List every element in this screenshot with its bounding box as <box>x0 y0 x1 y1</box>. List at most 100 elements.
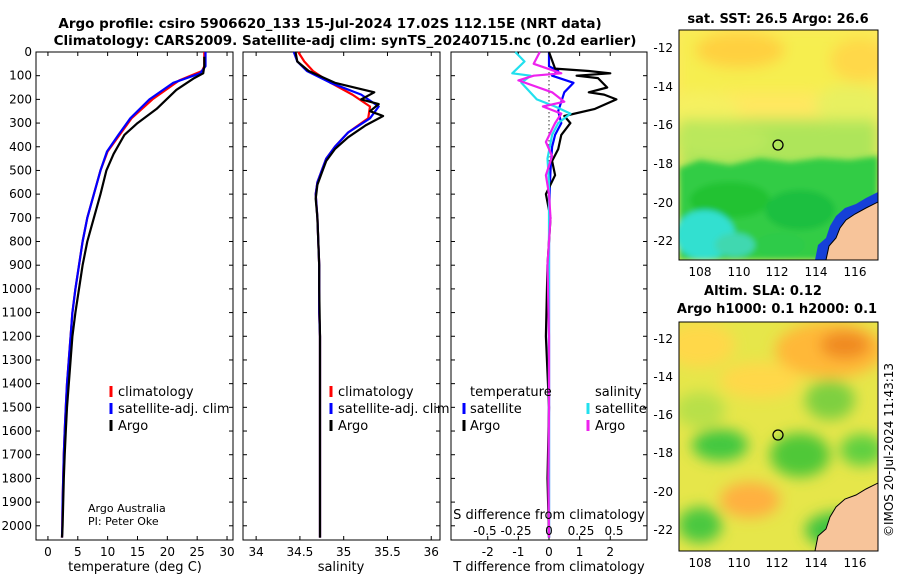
temperature-legend: climatology satellite-adj. clim Argo <box>109 385 230 434</box>
tick-label: -18 <box>653 157 673 171</box>
temperature-x-ticks: 0 5 10 15 20 25 30 <box>36 51 235 559</box>
tick-label: -16 <box>653 408 673 422</box>
y-tick-label: 800 <box>9 235 32 249</box>
tick-label: 112 <box>766 265 789 279</box>
sst-map-field <box>679 30 878 260</box>
legend-label-climatology: climatology <box>338 385 414 400</box>
tick-label: 114 <box>805 556 828 570</box>
tick-label: -14 <box>653 370 673 384</box>
y-tick-label: 0 <box>24 45 32 59</box>
legend-label-argo: Argo <box>118 419 148 434</box>
tick-label: 110 <box>728 556 751 570</box>
x-tick-label: 15 <box>130 545 145 559</box>
sst-map-xticks: 108 110 112 114 116 <box>689 265 867 279</box>
sla-map-title-2: Argo h1000: 0.1 h2000: 0.1 <box>677 302 877 317</box>
legend-label-satellite: satellite-adj. clim <box>118 402 230 417</box>
y-tick-label: 1400 <box>1 377 32 391</box>
salinity-axes-frame <box>242 51 441 541</box>
y-tick-label: 100 <box>9 69 32 83</box>
salinity-series <box>292 51 385 538</box>
x-tick-label: 2 <box>606 545 614 559</box>
y-tick-label: 1300 <box>1 353 32 367</box>
y-tick-label: 1100 <box>1 306 32 320</box>
series-line-s-argo <box>517 51 566 538</box>
y-tick-label: 1800 <box>1 471 32 485</box>
legend-label-satellite: satellite-adj. clim <box>338 402 450 417</box>
salinity-x-ticks: 34 34.5 35 35.5 36 <box>243 51 440 559</box>
difference-legend-temperature: temperature satellite Argo <box>462 385 552 434</box>
legend-label-t-argo: Argo <box>470 419 500 434</box>
temperature-series <box>60 52 207 538</box>
tick-label: -20 <box>653 196 673 210</box>
y-tick-label: 1200 <box>1 329 32 343</box>
sla-float-marker <box>772 429 784 441</box>
y-tick-label: 1000 <box>1 282 32 296</box>
temperature-axes-frame <box>35 51 234 541</box>
sla-map-xticks: 108 110 112 114 116 <box>689 556 867 570</box>
y-tick-label: 900 <box>9 258 32 272</box>
y-tick-label: 200 <box>9 92 32 106</box>
legend-label-argo: Argo <box>338 419 368 434</box>
tick-label: -12 <box>653 332 673 346</box>
y-tick-label: 500 <box>9 163 32 177</box>
timestamp: ©IMOS 20-Jul-2024 11:43:13 <box>882 363 896 537</box>
tick-label: 108 <box>689 265 712 279</box>
credit-line-1: Argo Australia <box>88 502 166 515</box>
tick-label: -14 <box>653 80 673 94</box>
sst-map-frame <box>678 29 879 261</box>
s-tick-1: -0.5 <box>473 524 496 538</box>
legend-label-s-satellite: satellite <box>595 402 647 417</box>
tick-label: 114 <box>805 265 828 279</box>
legend-heading-salinity: salinity <box>595 385 642 400</box>
temperature-x-label: temperature (deg C) <box>68 560 202 575</box>
sla-map: Altim. SLA: 0.12 Argo h1000: 0.1 h2000: … <box>653 284 879 570</box>
legend-label-s-argo: Argo <box>595 419 625 434</box>
difference-panel: -2 -1 0 1 2 temperature satellite Argo salin… <box>450 51 648 575</box>
tick-label: 116 <box>844 265 867 279</box>
legend-heading-temperature: temperature <box>470 385 552 400</box>
x-tick-label: 35.5 <box>374 545 401 559</box>
series-line-argo <box>294 51 385 538</box>
legend-label-climatology: climatology <box>118 385 194 400</box>
temperature-panel: 0 5 10 15 20 25 30 0 100 200 300 400 500 600 700 800 90… <box>1 45 234 575</box>
x-tick-label: 25 <box>190 545 205 559</box>
page-title: Argo profile: csiro 5906620_133 15-Jul-2… <box>58 16 601 32</box>
s-tick-5: 0.5 <box>604 524 623 538</box>
s-tick-2: -0.25 <box>500 524 531 538</box>
sla-map-field <box>679 322 878 551</box>
salinity-legend: climatology satellite-adj. clim Argo <box>329 385 450 434</box>
difference-x-ticks: -2 -1 0 1 2 <box>451 51 647 559</box>
tick-label: -18 <box>653 446 673 460</box>
difference-legend-salinity: salinity satellite Argo <box>586 385 647 434</box>
sst-float-marker <box>772 139 784 151</box>
credit-line-2: PI: Peter Oke <box>88 515 159 528</box>
y-tick-label: 600 <box>9 187 32 201</box>
s-difference-label: S difference from climatology <box>453 508 645 523</box>
x-tick-label: 0 <box>44 545 52 559</box>
y-tick-label: 2000 <box>1 519 32 533</box>
tick-label: -16 <box>653 118 673 132</box>
x-tick-label: 0 <box>545 545 553 559</box>
tick-label: -22 <box>653 234 673 248</box>
tick-label: -12 <box>653 41 673 55</box>
y-tick-label: 1900 <box>1 495 32 509</box>
legend-label-t-satellite: satellite <box>470 402 522 417</box>
tick-label: -20 <box>653 485 673 499</box>
sst-map-title: sat. SST: 26.5 Argo: 26.6 <box>687 12 868 27</box>
x-tick-label: 34 <box>248 545 263 559</box>
series-line-argo <box>60 56 206 538</box>
salinity-panel: 34 34.5 35 35.5 36 salinity climatology sate… <box>242 51 450 575</box>
y-tick-label: 400 <box>9 140 32 154</box>
y-tick-label: 700 <box>9 211 32 225</box>
s-tick-3: 0 <box>545 524 553 538</box>
x-tick-label: -2 <box>482 545 494 559</box>
sst-map-yticks: -12 -14 -16 -18 -20 -22 <box>653 41 673 248</box>
depth-y-ticks: 0 100 200 300 400 500 600 700 800 900 1000 1100 1200… <box>1 45 32 533</box>
x-tick-label: 5 <box>74 545 82 559</box>
y-tick-label: 1700 <box>1 448 32 462</box>
sla-map-title-1: Altim. SLA: 0.12 <box>704 284 822 299</box>
page-subtitle: Climatology: CARS2009. Satellite-adj cli… <box>54 33 637 49</box>
tick-label: 110 <box>728 265 751 279</box>
s-tick-4: 0.25 <box>568 524 595 538</box>
x-tick-label: -1 <box>512 545 524 559</box>
